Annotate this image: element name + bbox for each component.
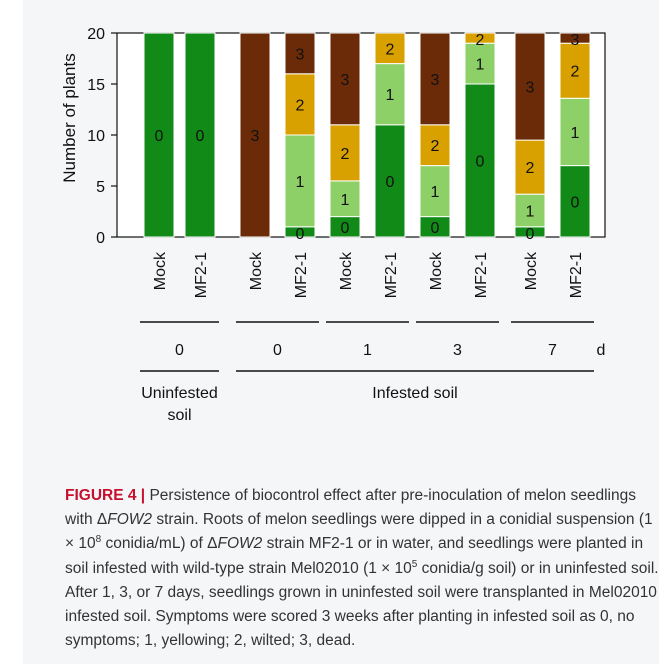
x-category-label: MF2-1 — [568, 252, 585, 298]
x-category-label: Mock — [338, 251, 355, 290]
bar-segment-label: 1 — [296, 174, 305, 191]
bar-segment-label: 3 — [526, 80, 535, 97]
bar-segment-label: 0 — [196, 128, 205, 145]
bar-segment-label: 0 — [571, 194, 580, 211]
stacked-bar-chart: Number of plants 051015200Mock0MF2-13Moc… — [60, 26, 606, 424]
bar-segment-score-1 — [559, 97, 591, 167]
bar-segment-score-1 — [464, 42, 496, 85]
bar-segment-score-2 — [284, 73, 316, 136]
bar-segment-label: 1 — [341, 192, 350, 209]
bar-segment-label: 3 — [296, 46, 305, 63]
bar-segment-label: 2 — [571, 64, 580, 81]
x-category-label: MF2-1 — [473, 252, 490, 298]
bar-segment-label: 0 — [526, 226, 535, 243]
bar-segment-score-2 — [464, 32, 496, 44]
figure-label: FIGURE 4 | — [65, 487, 146, 504]
caption-exponent: 5 — [411, 558, 418, 570]
y-tick-label: 10 — [87, 128, 105, 145]
x-category-label: MF2-1 — [383, 252, 400, 298]
caption-exponent: 8 — [95, 534, 102, 546]
bar-segment-score-3 — [514, 32, 546, 141]
caption-text: conidia/g soil) or in uninfested soil. A… — [65, 559, 659, 650]
x-category-label: MF2-1 — [193, 252, 210, 298]
bar-segment-label: 3 — [251, 128, 260, 145]
x-category-label: Mock — [428, 251, 445, 290]
bar-segment-label: 3 — [341, 72, 350, 89]
y-tick-label: 5 — [96, 179, 105, 196]
soil-group-label: Infested soil — [372, 385, 457, 402]
caption-text: strain. Roots of melon seedlings were di… — [65, 511, 653, 553]
bar-segment-label: 2 — [476, 32, 485, 49]
bar-segment-label: 2 — [431, 138, 440, 155]
bar-segment-score-3 — [559, 32, 591, 44]
bar-segment-score-3 — [419, 32, 451, 126]
bar-segment-score-3 — [284, 32, 316, 75]
plot-area: 051015200Mock0MF2-13Mock0123MF2-10123Moc… — [87, 26, 606, 424]
day-group-label: 0 — [273, 342, 282, 359]
x-category-label: Mock — [248, 251, 265, 290]
bar-segment-score-1 — [284, 134, 316, 228]
x-category-label: Mock — [152, 251, 169, 290]
bar-segment-score-1 — [329, 180, 361, 218]
bar-segment-score-0 — [374, 124, 406, 238]
caption-delta: Δ — [96, 511, 108, 529]
day-group-label: 0 — [175, 342, 184, 359]
bar-segment-score-0 — [143, 32, 175, 238]
bar-segment-label: 3 — [431, 72, 440, 89]
bar-segment-label: 0 — [341, 220, 350, 237]
bar-segment-label: 1 — [431, 184, 440, 201]
bar-segment-score-3 — [329, 32, 361, 126]
x-category-label: MF2-1 — [293, 252, 310, 298]
bar-segment-label: 2 — [386, 41, 395, 58]
bar-segment-label: 1 — [386, 87, 395, 104]
caption-text: strain MF2-1 or in water, and seedlings … — [65, 535, 644, 577]
bar-segment-label: 0 — [386, 174, 395, 191]
figure-caption: FIGURE 4 | Persistence of biocontrol eff… — [65, 484, 659, 653]
caption-text: Persistence of biocontrol effect after p… — [65, 487, 636, 529]
bar-segment-score-1 — [514, 193, 546, 228]
bar-segment-label: 2 — [296, 97, 305, 114]
day-group-label: 1 — [363, 342, 372, 359]
day-group-label: 3 — [453, 342, 462, 359]
bar-segment-label: 2 — [341, 146, 350, 163]
bar-segment-label: 1 — [571, 125, 580, 142]
bar-segment-score-1 — [374, 63, 406, 126]
bar-segment-label: 0 — [296, 226, 305, 243]
caption-text: conidia/mL) of — [101, 535, 208, 553]
caption-gene-name: FOW2 — [217, 535, 263, 553]
soil-group-label: soil — [167, 407, 191, 424]
bar-segment-label: 1 — [476, 57, 485, 74]
y-tick-label: 15 — [87, 77, 105, 94]
day-unit-label: d — [597, 342, 606, 359]
bar-segment-label: 3 — [571, 32, 580, 49]
y-axis-label: Number of plants — [60, 53, 79, 182]
bar-segment-label: 1 — [526, 203, 535, 220]
bar-segment-label: 2 — [526, 160, 535, 177]
bar-segment-score-3 — [239, 32, 271, 238]
bar-segment-score-2 — [419, 124, 451, 167]
day-group-label: 7 — [548, 342, 557, 359]
y-tick-label: 0 — [96, 230, 105, 247]
x-category-label: Mock — [523, 251, 540, 290]
figure-panel: Number of plants 0 5 10 15 20 0 Mock 0 MF2-1 3 Moc… — [23, 0, 659, 664]
bar-segment-score-1 — [419, 165, 451, 218]
bar-segment-label: 0 — [431, 220, 440, 237]
bar-segment-score-0 — [184, 32, 216, 238]
bar-segment-label: 0 — [155, 128, 164, 145]
bar-segment-score-0 — [464, 83, 496, 238]
bar-segment-score-2 — [329, 124, 361, 182]
bar-segment-score-2 — [374, 32, 406, 65]
soil-group-label: Uninfested — [141, 385, 218, 402]
y-tick-label: 20 — [87, 26, 105, 43]
caption-gene-name: FOW2 — [107, 511, 153, 529]
caption-delta: Δ — [207, 535, 218, 553]
bar-segment-label: 0 — [476, 154, 485, 171]
